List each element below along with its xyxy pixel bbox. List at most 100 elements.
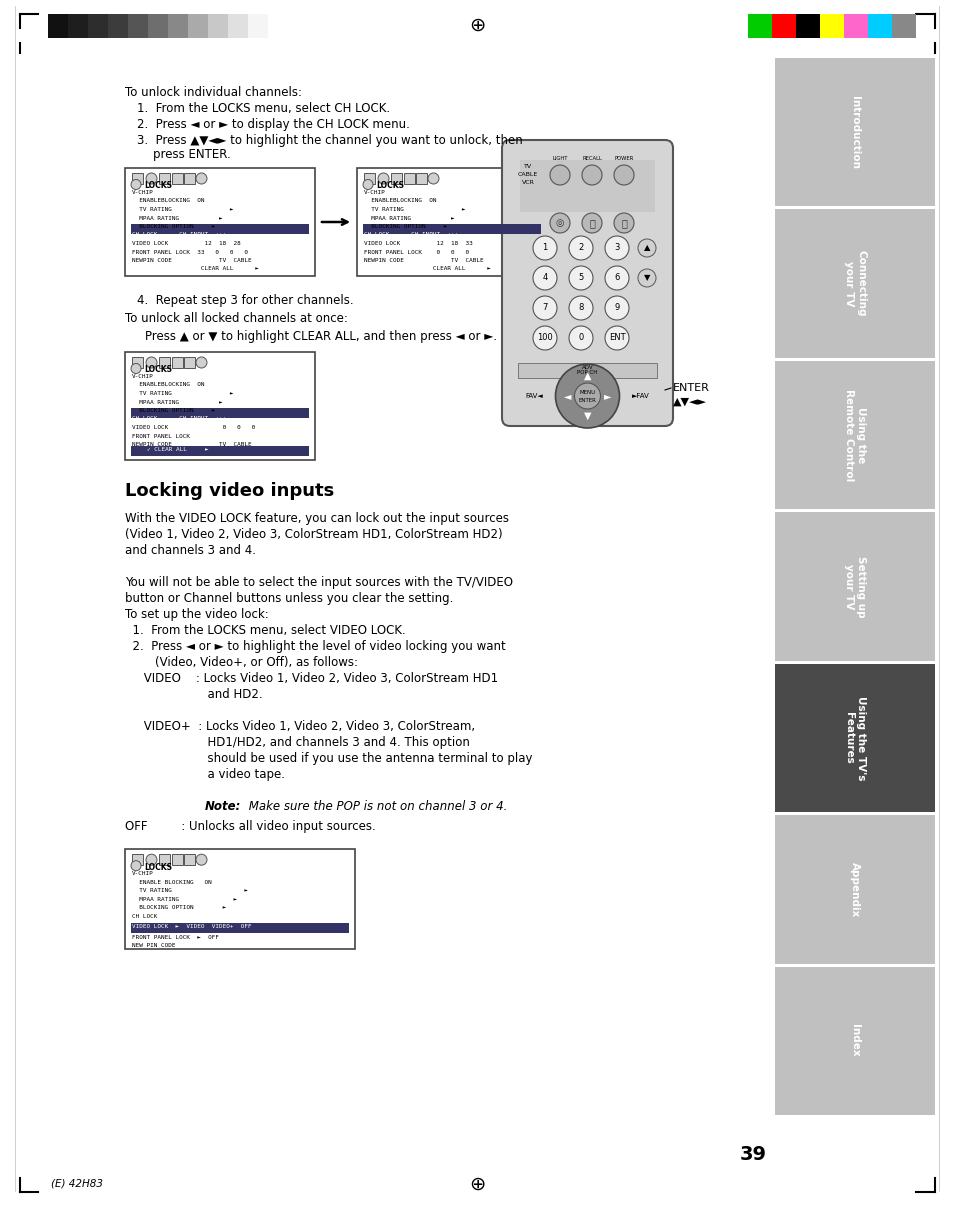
Text: ENT: ENT <box>608 334 624 343</box>
Circle shape <box>638 239 656 257</box>
Circle shape <box>146 172 157 185</box>
Text: 2: 2 <box>578 244 583 252</box>
Text: BLOCKING OPTION     ►: BLOCKING OPTION ► <box>132 408 215 412</box>
Text: FRONT PANEL LOCK  ►  OFF: FRONT PANEL LOCK ► OFF <box>132 935 219 939</box>
Text: BLOCKING OPTION     ►: BLOCKING OPTION ► <box>132 224 215 229</box>
Text: V-CHIP: V-CHIP <box>132 374 153 379</box>
Text: VIDEO+  : Locks Video 1, Video 2, Video 3, ColorStream,: VIDEO+ : Locks Video 1, Video 2, Video 3… <box>125 720 475 733</box>
Text: 9: 9 <box>614 304 619 312</box>
Text: NEWPIN CODE             TV  CABLE: NEWPIN CODE TV CABLE <box>132 443 252 447</box>
Circle shape <box>131 861 141 871</box>
Text: press ENTER.: press ENTER. <box>152 148 231 160</box>
Text: Appendix: Appendix <box>849 861 859 917</box>
Text: and channels 3 and 4.: and channels 3 and 4. <box>125 544 255 557</box>
Circle shape <box>195 854 207 865</box>
Circle shape <box>614 213 634 233</box>
Bar <box>184 172 194 185</box>
Text: should be used if you use the antenna terminal to play: should be used if you use the antenna te… <box>125 753 532 766</box>
Text: With the VIDEO LOCK feature, you can lock out the input sources: With the VIDEO LOCK feature, you can loc… <box>125 513 509 526</box>
Text: V-CHIP: V-CHIP <box>132 191 153 195</box>
Text: VIDEO LOCK          12  18  28: VIDEO LOCK 12 18 28 <box>132 241 240 246</box>
Circle shape <box>604 267 628 289</box>
Circle shape <box>533 236 557 260</box>
Text: FRONT PANEL LOCK    0   0   0: FRONT PANEL LOCK 0 0 0 <box>364 250 469 254</box>
Bar <box>774 513 934 661</box>
Bar <box>774 663 934 812</box>
Circle shape <box>568 295 593 320</box>
Circle shape <box>614 165 634 185</box>
Bar <box>774 361 934 509</box>
Bar <box>159 854 170 865</box>
Text: Introduction: Introduction <box>849 95 859 169</box>
Text: ▼: ▼ <box>643 274 650 282</box>
Text: ADV
POP CH: ADV POP CH <box>577 364 598 375</box>
Circle shape <box>377 172 389 185</box>
Text: VCR: VCR <box>521 180 534 185</box>
Text: ENTER: ENTER <box>578 398 596 403</box>
Text: POWER: POWER <box>614 156 633 160</box>
Bar <box>68 14 88 39</box>
Text: button or Channel buttons unless you clear the setting.: button or Channel buttons unless you cle… <box>125 592 453 605</box>
Circle shape <box>195 357 207 368</box>
Text: CLEAR ALL      ►: CLEAR ALL ► <box>364 267 491 271</box>
Text: 1: 1 <box>542 244 547 252</box>
Text: Using the
Remote Control: Using the Remote Control <box>842 390 865 481</box>
Bar <box>184 357 194 368</box>
Bar <box>208 14 228 39</box>
Text: CH LOCK: CH LOCK <box>132 914 157 919</box>
Text: LIGHT: LIGHT <box>552 156 567 160</box>
Text: ENABLEBLOCKING  ON: ENABLEBLOCKING ON <box>364 199 436 204</box>
Text: 0: 0 <box>578 334 583 343</box>
Text: Note:: Note: <box>205 801 241 813</box>
Bar <box>108 14 128 39</box>
Text: ENABLEBLOCKING  ON: ENABLEBLOCKING ON <box>132 199 204 204</box>
Circle shape <box>146 357 157 368</box>
Text: ▼: ▼ <box>583 411 591 421</box>
Bar <box>843 14 867 39</box>
Text: 1.  From the LOCKS menu, select CH LOCK.: 1. From the LOCKS menu, select CH LOCK. <box>137 103 390 115</box>
Bar <box>172 854 183 865</box>
Text: MPAA RATING               ►: MPAA RATING ► <box>132 897 237 902</box>
Text: LOCKS: LOCKS <box>144 365 172 375</box>
Bar <box>168 14 188 39</box>
Text: 1.  From the LOCKS menu, select VIDEO LOCK.: 1. From the LOCKS menu, select VIDEO LOC… <box>125 625 405 638</box>
Bar <box>228 14 248 39</box>
Bar <box>774 815 934 964</box>
Bar <box>131 446 309 456</box>
Bar <box>131 924 349 932</box>
Bar <box>132 854 143 865</box>
Bar <box>356 168 546 276</box>
Bar <box>172 357 183 368</box>
Bar <box>131 224 309 234</box>
Circle shape <box>581 213 601 233</box>
Bar <box>519 160 655 212</box>
Bar <box>774 210 934 358</box>
Circle shape <box>533 267 557 289</box>
Bar <box>125 352 314 459</box>
Text: Setting up
your TV: Setting up your TV <box>842 556 865 617</box>
Bar <box>771 14 795 39</box>
Circle shape <box>574 384 599 409</box>
Text: CH LOCK      CH INPUT  ★★★: CH LOCK CH INPUT ★★★ <box>132 233 226 238</box>
Text: (Video, Video+, or Off), as follows:: (Video, Video+, or Off), as follows: <box>125 656 357 669</box>
Text: RECALL: RECALL <box>581 156 601 160</box>
Text: FRONT PANEL LOCK: FRONT PANEL LOCK <box>132 433 190 439</box>
Text: ◄: ◄ <box>563 391 571 402</box>
Bar <box>867 14 891 39</box>
Bar <box>172 172 183 185</box>
Text: VIDEO LOCK  ►  VIDEO  VIDEO+  OFF: VIDEO LOCK ► VIDEO VIDEO+ OFF <box>132 924 252 929</box>
Text: TV RATING                ►: TV RATING ► <box>364 207 465 212</box>
Text: Locking video inputs: Locking video inputs <box>125 482 334 500</box>
Text: TV RATING                    ►: TV RATING ► <box>132 888 248 894</box>
Circle shape <box>568 326 593 350</box>
Text: MENU: MENU <box>578 391 595 396</box>
Bar <box>88 14 108 39</box>
Text: ◎: ◎ <box>556 218 563 228</box>
Bar <box>747 14 771 39</box>
Text: (E) 42H83: (E) 42H83 <box>51 1179 103 1189</box>
Bar <box>403 172 415 185</box>
Bar <box>820 14 843 39</box>
Text: 100: 100 <box>537 334 553 343</box>
Text: ▲: ▲ <box>643 244 650 252</box>
Bar <box>48 14 68 39</box>
